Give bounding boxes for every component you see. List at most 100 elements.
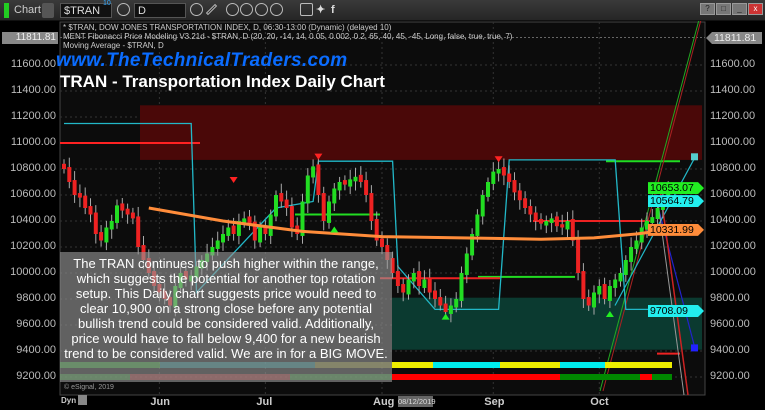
y-tick-label: 10400.00 (710, 214, 756, 226)
candle-body (210, 247, 215, 256)
y-tick-label: 10000.00 (10, 266, 56, 278)
pencil-icon[interactable] (205, 3, 218, 16)
swing-marker (441, 313, 450, 320)
candle-body (634, 240, 639, 249)
candle-body (258, 227, 263, 243)
candle-body (507, 173, 512, 182)
play-icon[interactable] (240, 3, 253, 16)
signal-bar (605, 362, 672, 368)
y-tick-label: 9600.00 (16, 318, 56, 330)
candle-body (369, 193, 374, 221)
candle-body (480, 195, 485, 217)
y-tick-label: 10600.00 (710, 188, 756, 200)
help-button[interactable]: ? (700, 3, 715, 15)
candle-body (581, 271, 586, 299)
candle-body (544, 221, 549, 226)
candle-body (289, 206, 294, 228)
y-tick-label: 9400.00 (16, 344, 56, 356)
candle-body (629, 247, 634, 262)
scale-icon[interactable] (78, 395, 87, 405)
candle-body (348, 179, 353, 187)
candle-body (88, 206, 93, 215)
candle-body (358, 174, 363, 182)
candle-body (560, 224, 565, 228)
candle-body (380, 238, 384, 247)
interval-select[interactable]: D (134, 3, 186, 18)
candle-body (215, 240, 220, 249)
candle-body (77, 193, 82, 198)
candle-body (268, 214, 273, 236)
link-icon[interactable] (42, 3, 54, 18)
candle-body (93, 212, 98, 234)
candle-body (613, 279, 618, 288)
alert-icon[interactable] (255, 3, 268, 16)
status-icon (4, 3, 9, 18)
clock-icon[interactable] (190, 3, 203, 16)
price-badge: 10331.99 (648, 224, 704, 236)
candle-body (284, 199, 289, 208)
candle-body (247, 216, 252, 224)
candle-body (236, 221, 241, 236)
minimize-button[interactable]: _ (732, 3, 747, 15)
comment-icon[interactable] (300, 3, 313, 16)
candle-body (342, 180, 347, 185)
x-tick-label: Jun (150, 396, 170, 408)
link-chain-icon[interactable] (270, 3, 283, 16)
toolbar: Chart $TRAN 10 D ✦ f ? □ _ x (0, 0, 765, 21)
cursor-date: 08/12/2019 (398, 396, 436, 407)
candle-body (374, 219, 379, 241)
symbol-badge: 10 (103, 0, 111, 7)
y-tick-label: 11400.00 (710, 84, 756, 96)
candle-body (72, 180, 77, 195)
candle-body (279, 193, 284, 202)
chart-icon[interactable] (226, 3, 239, 16)
candle-body (438, 297, 443, 306)
candle-body (533, 212, 538, 221)
candle-body (353, 176, 358, 182)
candle-body (607, 286, 612, 301)
candle-body (491, 171, 496, 184)
swing-marker (314, 153, 323, 160)
candle-body (597, 286, 602, 295)
candle-body (327, 201, 331, 223)
candle-body (252, 221, 257, 241)
candle-body (395, 271, 400, 286)
candle-body (433, 290, 437, 299)
candle-body (517, 190, 522, 201)
y-tick-label: 9800.00 (16, 292, 56, 304)
y-tick-label: 10600.00 (10, 188, 56, 200)
candle-body (125, 208, 130, 215)
y-tick-label: 11000.00 (710, 136, 756, 148)
candle-body (655, 208, 660, 220)
twitter-icon[interactable]: ✦ (316, 4, 326, 16)
y-tick-label: 11200.00 (710, 110, 756, 122)
candle-body (501, 167, 506, 176)
candle-body (464, 253, 469, 275)
candle-body (523, 198, 528, 208)
symbol-input[interactable]: $TRAN (60, 3, 112, 18)
y-tick-label: 10200.00 (710, 240, 756, 252)
settings-icon[interactable] (117, 3, 130, 16)
close-button[interactable]: x (748, 3, 763, 15)
y-tick-label: 9800.00 (710, 292, 750, 304)
candle-body (300, 201, 305, 236)
legend-symbol: * $TRAN, DOW JONES TRANSPORTATION INDEX,… (63, 23, 392, 32)
projection-line (659, 188, 689, 396)
candle-body (104, 227, 109, 243)
candle-body (650, 217, 655, 223)
y-tick-label: 10800.00 (710, 162, 756, 174)
candle-body (618, 273, 623, 282)
y-tick-label: 11200.00 (10, 110, 56, 122)
high-marker-right: 11811.81 (706, 32, 762, 44)
price-badge: 10564.79 (648, 195, 704, 207)
candle-body (639, 227, 644, 243)
candle-body (549, 218, 554, 223)
signal-bar (392, 374, 560, 380)
candle-body (554, 216, 559, 227)
candle-body (364, 180, 369, 195)
candle-body (448, 305, 453, 314)
y-tick-label: 9600.00 (710, 318, 750, 330)
restore-button[interactable]: □ (716, 3, 731, 15)
facebook-icon[interactable]: f (331, 4, 335, 16)
x-tick-label: Aug (373, 396, 395, 408)
